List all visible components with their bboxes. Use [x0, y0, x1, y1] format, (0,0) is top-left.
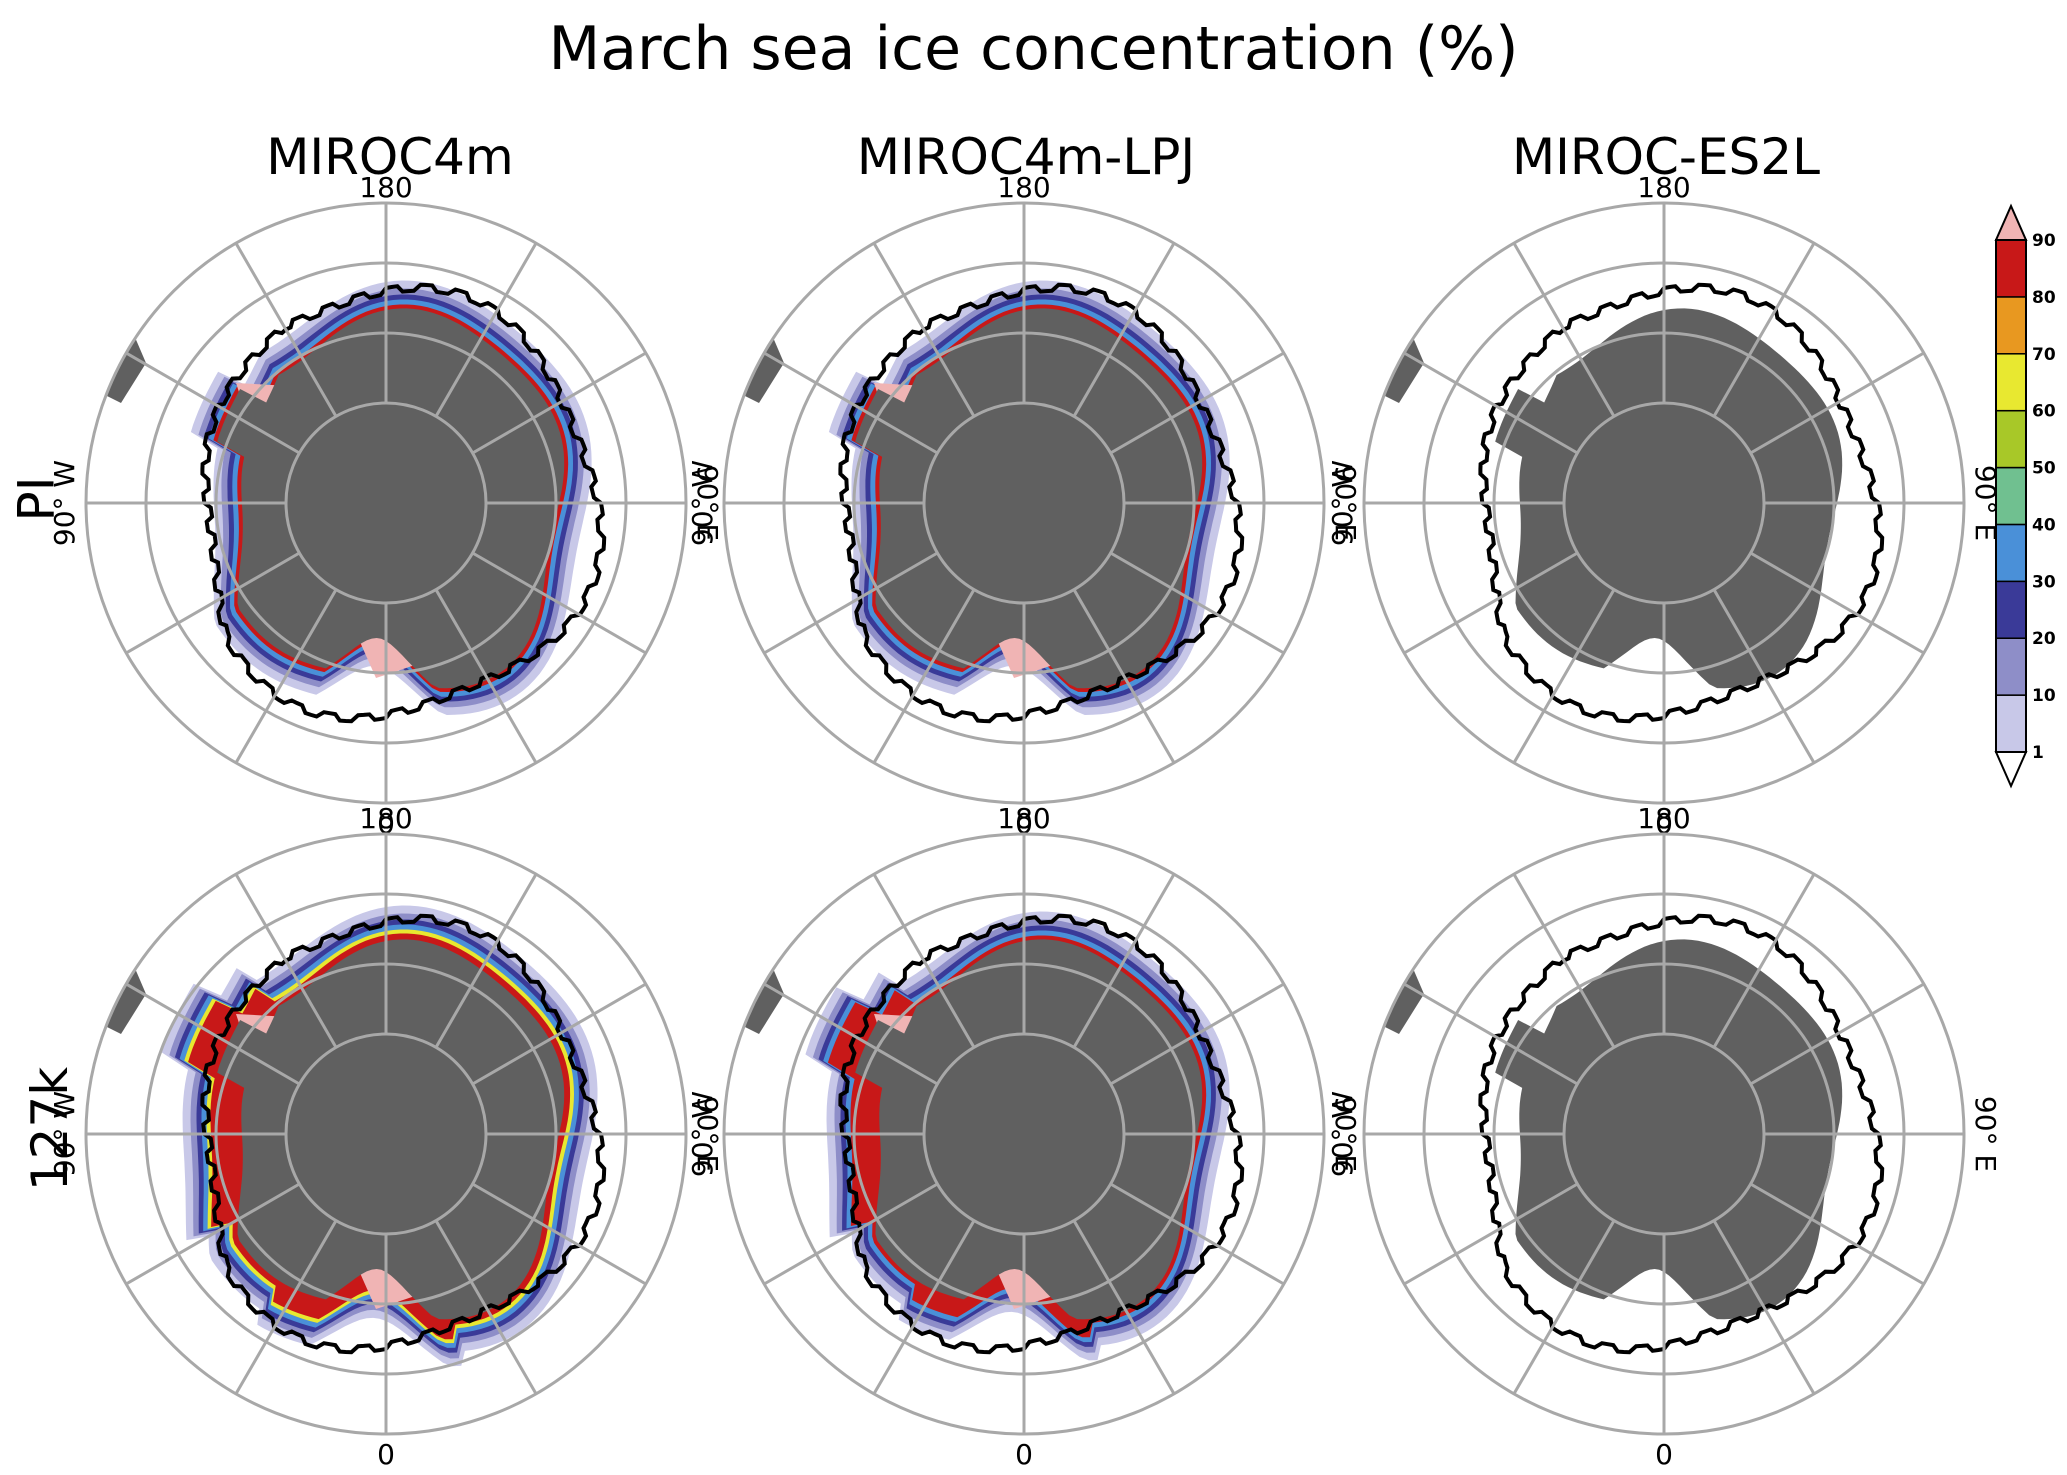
colorbar-tick-label: 1 [2032, 743, 2044, 763]
colorbar-under-arrow [1994, 751, 2028, 789]
colorbar-tick-label: 70 [2032, 345, 2056, 365]
lon-label-bottom: 0 [377, 807, 395, 840]
lon-label-top: 180 [1637, 171, 1690, 204]
lon-label-right: 90° E [1329, 1096, 1362, 1172]
colorbar-segment [1995, 409, 2027, 469]
lon-label-right: 90° E [1329, 465, 1362, 541]
colorbar-segment [1995, 637, 2027, 696]
colorbar-segment [1995, 239, 2027, 298]
colorbar-segment [1995, 580, 2027, 639]
lon-label-bottom: 0 [377, 1438, 395, 1471]
lon-label-bottom: 0 [1015, 807, 1033, 840]
land-mask [217, 939, 565, 1320]
colorbar-tick-label: 80 [2032, 288, 2056, 308]
lon-label-right: 90° E [1969, 1096, 2002, 1172]
colorbar-tick-label: 60 [2032, 402, 2056, 422]
colorbar-tick-label: 90 [2032, 231, 2056, 251]
lon-label-top: 180 [359, 171, 412, 204]
colorbar-over-arrow [1994, 203, 2028, 241]
lon-label-top: 180 [997, 171, 1050, 204]
column-title-miroc4m: MIROC4m [266, 128, 514, 186]
land-mask [217, 308, 565, 689]
column-title-miroc-es2l: MIROC-ES2L [1512, 128, 1820, 186]
colorbar-segment [1995, 466, 2027, 526]
lon-label-left: 90° W [686, 460, 719, 546]
lon-label-right: 90° E [691, 465, 724, 541]
land-mask [1495, 308, 1843, 689]
figure-title: March sea ice concentration (%) [548, 14, 1519, 84]
lon-label-left: 90° W [48, 460, 81, 546]
colorbar-segment [1995, 523, 2027, 583]
colorbar: 1 10 20 30 40 50 60 70 80 90 [1994, 203, 2056, 789]
lon-label-left: 90° W [686, 1091, 719, 1177]
lon-label-bottom: 0 [1655, 807, 1673, 840]
land-mask [1495, 939, 1843, 1320]
land-mask [855, 308, 1203, 689]
lon-label-bottom: 0 [1015, 1438, 1033, 1471]
colorbar-tick-label: 40 [2032, 515, 2056, 535]
lon-label-left: 90° W [1326, 460, 1359, 546]
colorbar-tick-label: 30 [2032, 572, 2056, 592]
lon-label-right: 90° E [691, 1096, 724, 1172]
colorbar-segment [1995, 694, 2027, 753]
colorbar-tick-label: 20 [2032, 629, 2056, 649]
colorbar-segment [1995, 296, 2027, 355]
lon-label-top: 180 [997, 802, 1050, 835]
colorbar-tick-label: 50 [2032, 459, 2056, 479]
lon-label-left: 90° W [48, 1091, 81, 1177]
colorbar-segment [1995, 353, 2027, 412]
lon-label-left: 90° W [1326, 1091, 1359, 1177]
lon-label-top: 180 [359, 802, 412, 835]
colorbar-tick-label: 10 [2032, 686, 2056, 706]
lon-label-top: 180 [1637, 802, 1690, 835]
lon-label-bottom: 0 [1655, 1438, 1673, 1471]
column-title-miroc4m-lpj: MIROC4m-LPJ [856, 128, 1196, 186]
land-mask [855, 939, 1203, 1320]
